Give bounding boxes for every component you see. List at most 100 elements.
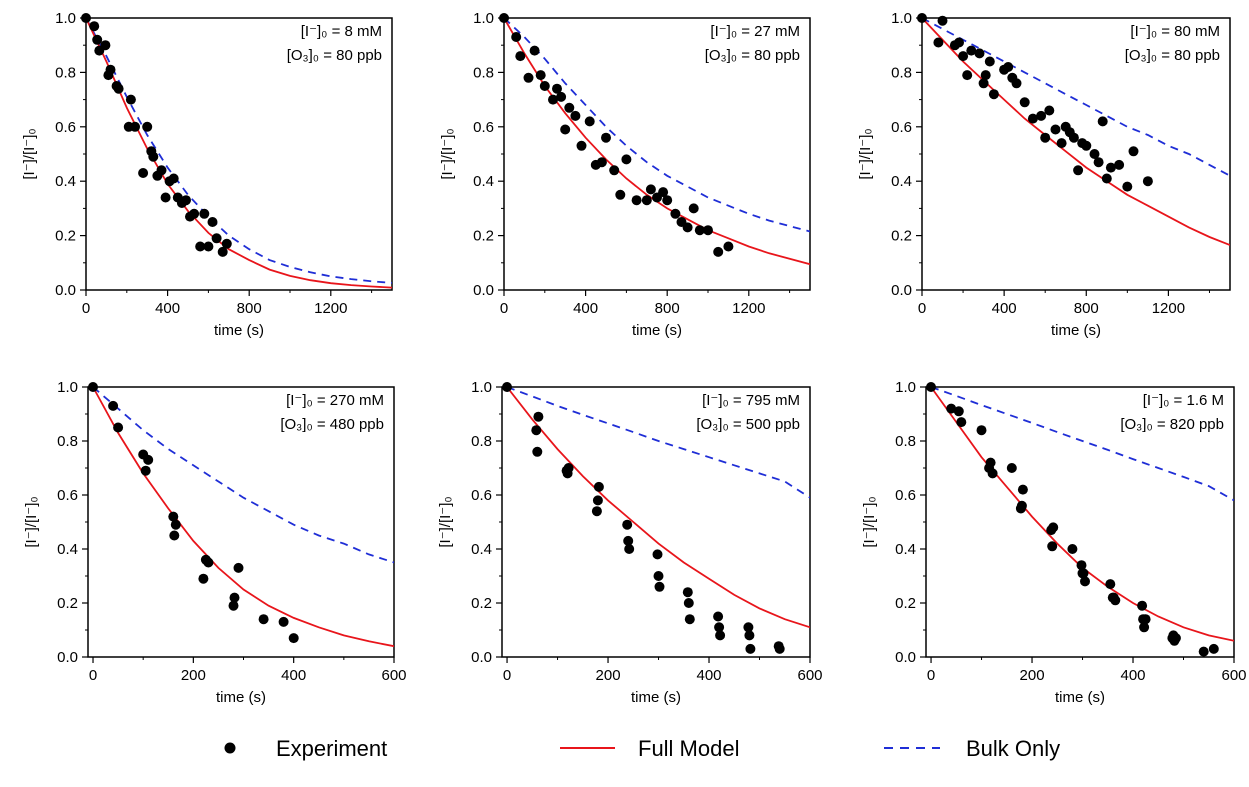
condition-annotation: [I⁻]₀ = 27 mM <box>710 23 800 40</box>
experiment-point <box>217 246 228 257</box>
experiment-point <box>654 581 665 592</box>
x-axis-title: time (s) <box>632 322 682 339</box>
chart-panel-5: 0.0 0.2 0.4 0.6 0.8 1.0 0 200 400 600 time (s) [I⁻]… <box>437 379 823 706</box>
experiment-point <box>288 633 299 644</box>
experiment-point <box>682 222 693 233</box>
y-tick-label: 0.4 <box>471 541 492 558</box>
experiment-point <box>974 48 985 59</box>
experiment-point <box>148 151 159 162</box>
x-tick-label: 1200 <box>732 300 765 317</box>
experiment-point <box>88 382 98 392</box>
experiment-point <box>211 233 222 244</box>
experiment-point <box>499 13 509 23</box>
experiment-point <box>1016 500 1027 511</box>
experiment-point <box>228 600 239 611</box>
y-tick-label: 1.0 <box>57 379 78 396</box>
experiment-point <box>917 13 927 23</box>
experiment-point <box>1128 146 1139 157</box>
experiment-point <box>1139 622 1150 633</box>
experiment-point <box>684 614 695 625</box>
experiment-point <box>946 403 957 414</box>
panels-group: 0.0 0.2 0.4 0.6 0.8 1.0 0 400 800 1200 time (s) [I⁻… <box>21 10 1247 706</box>
experiment-point <box>511 32 522 42</box>
experiment-point <box>89 21 100 32</box>
experiment-point <box>591 506 602 517</box>
experiment-point <box>1105 162 1116 173</box>
experiment-point <box>198 573 209 584</box>
x-axis-title: time (s) <box>216 689 266 706</box>
experiment-point <box>1048 522 1059 533</box>
chart-panel-6: 0.0 0.2 0.4 0.6 0.8 1.0 0 200 400 600 time (s) [I⁻]… <box>861 379 1247 706</box>
experiment-point <box>156 165 167 176</box>
y-axis-title: [I⁻]/[I⁻]₀ <box>23 496 40 547</box>
y-axis-title: [I⁻]/[I⁻]₀ <box>857 128 874 179</box>
experiment-point <box>1097 116 1108 127</box>
experiment-point <box>1122 181 1133 192</box>
experiment-point <box>138 168 149 178</box>
experiment-point <box>1003 62 1014 72</box>
experiment-point <box>631 195 642 206</box>
experiment-point <box>601 132 611 143</box>
experiment-point <box>1093 157 1104 168</box>
experiment-point <box>560 124 571 135</box>
experiment-point <box>195 241 206 252</box>
experiment-point <box>1017 484 1028 495</box>
experiment-point <box>933 37 944 48</box>
experiment-point <box>966 45 977 56</box>
experiment-point <box>502 382 512 392</box>
y-axis-title: [I⁻]/[I⁻]₀ <box>439 128 456 179</box>
x-tick-label: 800 <box>237 300 262 317</box>
experiment-point <box>1067 544 1078 554</box>
x-tick-label: 800 <box>655 300 680 317</box>
x-axis-title: time (s) <box>631 689 681 706</box>
x-tick-label: 200 <box>1020 667 1045 684</box>
y-axis-title: [I⁻]/[I⁻]₀ <box>21 128 38 179</box>
experiment-point <box>623 535 634 546</box>
experiment-point <box>229 592 240 603</box>
y-tick-label: 0.0 <box>55 282 76 299</box>
y-axis-title: [I⁻]/[I⁻]₀ <box>437 496 454 547</box>
x-tick-label: 0 <box>918 300 926 317</box>
x-tick-label: 400 <box>155 300 180 317</box>
y-tick-label: 0.8 <box>895 433 916 450</box>
bulk-only-curve <box>506 386 810 499</box>
experiment-point <box>576 140 587 151</box>
experiment-point <box>143 454 154 465</box>
condition-annotation: [O₃]₀ = 80 ppb <box>287 47 382 64</box>
experiment-point <box>956 417 967 428</box>
experiment-point <box>937 15 948 26</box>
experiment-point <box>926 382 936 392</box>
x-axis-title: time (s) <box>1055 689 1105 706</box>
experiment-point <box>1078 568 1089 579</box>
experiment-point <box>653 571 664 581</box>
y-tick-label: 0.2 <box>895 595 916 612</box>
y-tick-label: 1.0 <box>895 379 916 396</box>
experiment-point <box>523 72 534 83</box>
experiment-point <box>988 89 999 100</box>
experiment-point <box>1027 113 1038 124</box>
experiment-point <box>743 622 754 633</box>
experiment-point <box>535 70 546 81</box>
experiment-point <box>985 457 996 468</box>
experiment-point <box>976 425 987 436</box>
experiment-point <box>199 208 210 219</box>
y-tick-label: 0.8 <box>57 433 78 450</box>
experiment-point <box>987 468 998 479</box>
experiment-point <box>539 81 550 91</box>
experiment-point <box>694 225 705 236</box>
x-axis-title: time (s) <box>1051 322 1101 339</box>
y-tick-label: 1.0 <box>471 379 492 396</box>
y-tick-label: 0.4 <box>891 173 912 190</box>
chart-panel-4: 0.0 0.2 0.4 0.6 0.8 1.0 0 200 400 600 time (s) [I⁻]… <box>23 379 407 706</box>
experiment-point <box>622 519 633 530</box>
experiment-point <box>1019 97 1030 108</box>
experiment-point <box>168 173 179 184</box>
experiment-point <box>548 94 558 105</box>
x-tick-label: 0 <box>500 300 508 317</box>
experiment-point <box>160 192 171 203</box>
condition-annotation: [O₃]₀ = 500 ppb <box>696 416 800 433</box>
experiment-point <box>258 614 269 625</box>
x-tick-label: 0 <box>927 667 935 684</box>
bulk-only-curve <box>504 17 810 233</box>
